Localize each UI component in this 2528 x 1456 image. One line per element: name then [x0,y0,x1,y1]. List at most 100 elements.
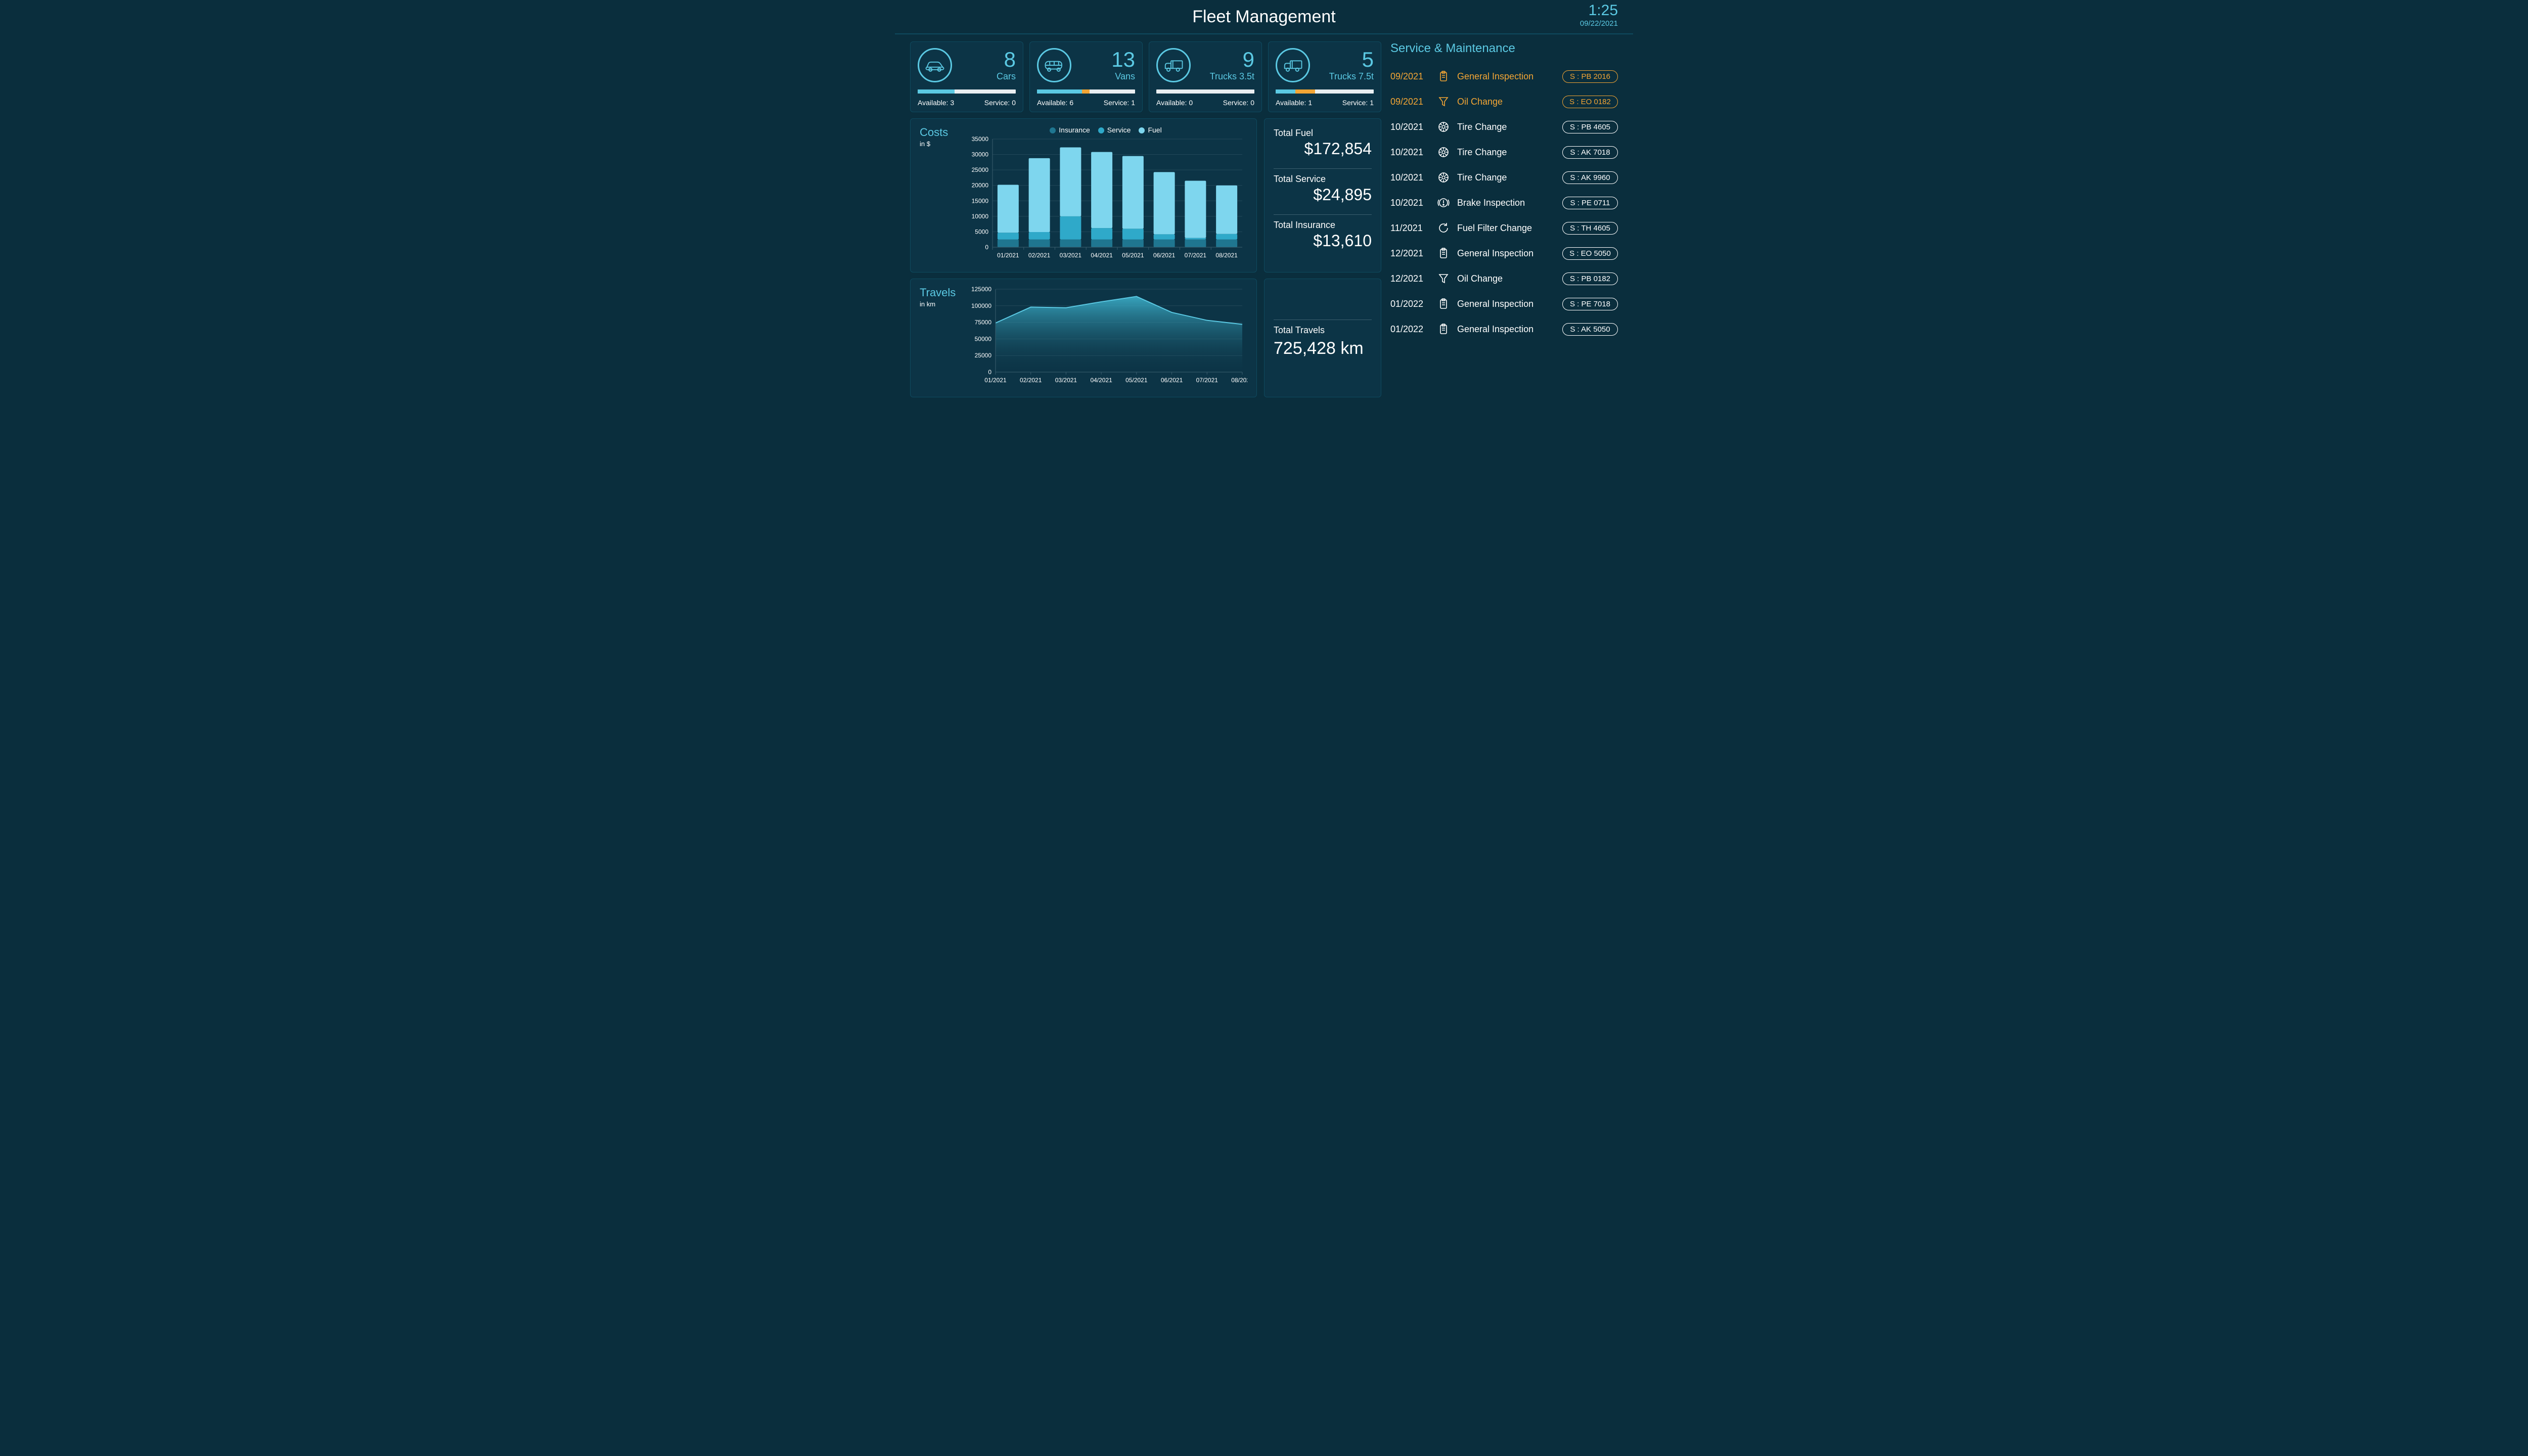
service-tag[interactable]: S : EO 0182 [1562,96,1618,108]
service-tag[interactable]: S : PB 4605 [1562,121,1618,133]
total-service-label: Total Service [1274,174,1372,185]
service-tag[interactable]: S : PE 7018 [1562,298,1618,310]
svg-text:01/2021: 01/2021 [997,252,1019,259]
svg-text:0: 0 [985,244,988,251]
service-tag[interactable]: S : AK 7018 [1562,146,1618,159]
costs-panel: Costs in $ Insurance Service Fuel 0 5000 1… [910,118,1257,272]
svg-text:35000: 35000 [972,136,989,143]
svg-text:75000: 75000 [975,319,992,326]
service-date: 12/2021 [1390,248,1430,259]
vehicle-card-trucks-3-5t[interactable]: 9 Trucks 3.5t Available: 0 Service: 0 [1149,41,1262,112]
filter-icon [1437,95,1450,108]
availability-bar [1037,89,1135,94]
page-title: Fleet Management [1192,7,1336,27]
total-fuel-value: $172,854 [1274,140,1372,158]
service-date: 11/2021 [1390,223,1430,234]
service-item[interactable]: 10/2021 Brake Inspection S : PE 0711 [1390,190,1618,215]
service-item[interactable]: 10/2021 Tire Change S : AK 9960 [1390,165,1618,190]
service-item[interactable]: 10/2021 Tire Change S : PB 4605 [1390,114,1618,140]
service-tag[interactable]: S : PB 2016 [1562,70,1618,83]
service-label: General Inspection [1457,299,1555,309]
vehicle-label: Cars [959,71,1016,82]
svg-text:5000: 5000 [975,228,988,235]
service-item[interactable]: 12/2021 General Inspection S : EO 5050 [1390,241,1618,266]
service-label: General Inspection [1457,248,1555,259]
svg-text:10000: 10000 [972,213,989,220]
svg-text:03/2021: 03/2021 [1060,252,1082,259]
service-tag[interactable]: S : PE 0711 [1562,197,1618,209]
service-label: Brake Inspection [1457,198,1555,208]
service-stat: Service: 0 [984,99,1016,107]
service-title: Service & Maintenance [1390,41,1618,56]
travels-title: Travels [920,286,964,299]
svg-text:15000: 15000 [972,197,989,204]
total-travels-value: 725,428 km [1274,339,1372,358]
service-label: General Inspection [1457,324,1555,335]
legend-fuel: Fuel [1148,126,1161,134]
service-tag[interactable]: S : TH 4605 [1562,222,1618,235]
travels-chart: 025000500007500010000012500001/202102/20… [964,286,1247,387]
vehicle-count: 5 [1317,49,1374,70]
service-item[interactable]: 01/2022 General Inspection S : AK 5050 [1390,316,1618,342]
svg-text:01/2021: 01/2021 [984,377,1007,384]
service-item[interactable]: 09/2021 General Inspection S : PB 2016 [1390,64,1618,89]
brake-icon [1437,196,1450,209]
travels-total-panel: Total Travels 725,428 km [1264,279,1381,397]
service-date: 10/2021 [1390,147,1430,158]
service-item[interactable]: 12/2021 Oil Change S : PB 0182 [1390,266,1618,291]
tire-icon [1437,171,1450,184]
service-stat: Service: 0 [1223,99,1254,107]
service-label: Tire Change [1457,147,1555,158]
travels-panel: Travels in km 02500050000750001000001250… [910,279,1257,397]
service-tag[interactable]: S : EO 5050 [1562,247,1618,260]
vehicle-cards-row: 8 Cars Available: 3 Service: 0 13 Vans A… [910,41,1381,112]
service-label: Oil Change [1457,274,1555,284]
service-tag[interactable]: S : AK 5050 [1562,323,1618,336]
vehicle-count: 13 [1078,49,1135,70]
svg-text:06/2021: 06/2021 [1153,252,1176,259]
total-service-value: $24,895 [1274,186,1372,204]
svg-text:07/2021: 07/2021 [1196,377,1218,384]
service-label: Fuel Filter Change [1457,223,1555,234]
vehicle-card-cars[interactable]: 8 Cars Available: 3 Service: 0 [910,41,1023,112]
service-date: 09/2021 [1390,71,1430,82]
availability-bar [918,89,1016,94]
service-tag[interactable]: S : PB 0182 [1562,272,1618,285]
service-item[interactable]: 01/2022 General Inspection S : PE 7018 [1390,291,1618,316]
costs-title: Costs [920,126,964,139]
available-stat: Available: 6 [1037,99,1073,107]
total-insurance: Total Insurance $13,610 [1274,214,1372,255]
service-date: 01/2022 [1390,324,1430,335]
service-label: General Inspection [1457,71,1555,82]
svg-text:05/2021: 05/2021 [1122,252,1144,259]
svg-text:06/2021: 06/2021 [1161,377,1183,384]
svg-text:25000: 25000 [972,166,989,173]
clipboard-icon [1437,297,1450,310]
truck-icon [1276,48,1310,82]
svg-text:03/2021: 03/2021 [1055,377,1077,384]
service-item[interactable]: 11/2021 Fuel Filter Change S : TH 4605 [1390,215,1618,241]
vehicle-card-vans[interactable]: 13 Vans Available: 6 Service: 1 [1029,41,1143,112]
svg-text:05/2021: 05/2021 [1125,377,1148,384]
svg-text:02/2021: 02/2021 [1020,377,1042,384]
total-insurance-label: Total Insurance [1274,220,1372,231]
svg-text:100000: 100000 [971,302,991,309]
service-date: 10/2021 [1390,172,1430,183]
costs-subtitle: in $ [920,140,964,148]
service-list: 09/2021 General Inspection S : PB 2016 0… [1390,64,1618,342]
service-item[interactable]: 09/2021 Oil Change S : EO 0182 [1390,89,1618,114]
service-tag[interactable]: S : AK 9960 [1562,171,1618,184]
vehicle-card-trucks-7-5t[interactable]: 5 Trucks 7.5t Available: 1 Service: 1 [1268,41,1381,112]
costs-legend: Insurance Service Fuel [964,126,1247,134]
availability-bar [1156,89,1254,94]
van-icon [1037,48,1071,82]
svg-text:04/2021: 04/2021 [1090,377,1112,384]
svg-text:0: 0 [988,369,991,376]
legend-insurance: Insurance [1059,126,1090,134]
service-stat: Service: 1 [1104,99,1135,107]
availability-bar [1276,89,1374,94]
service-item[interactable]: 10/2021 Tire Change S : AK 7018 [1390,140,1618,165]
clock-date: 09/22/2021 [1580,19,1618,28]
clipboard-icon [1437,247,1450,260]
vehicle-count: 8 [959,49,1016,70]
